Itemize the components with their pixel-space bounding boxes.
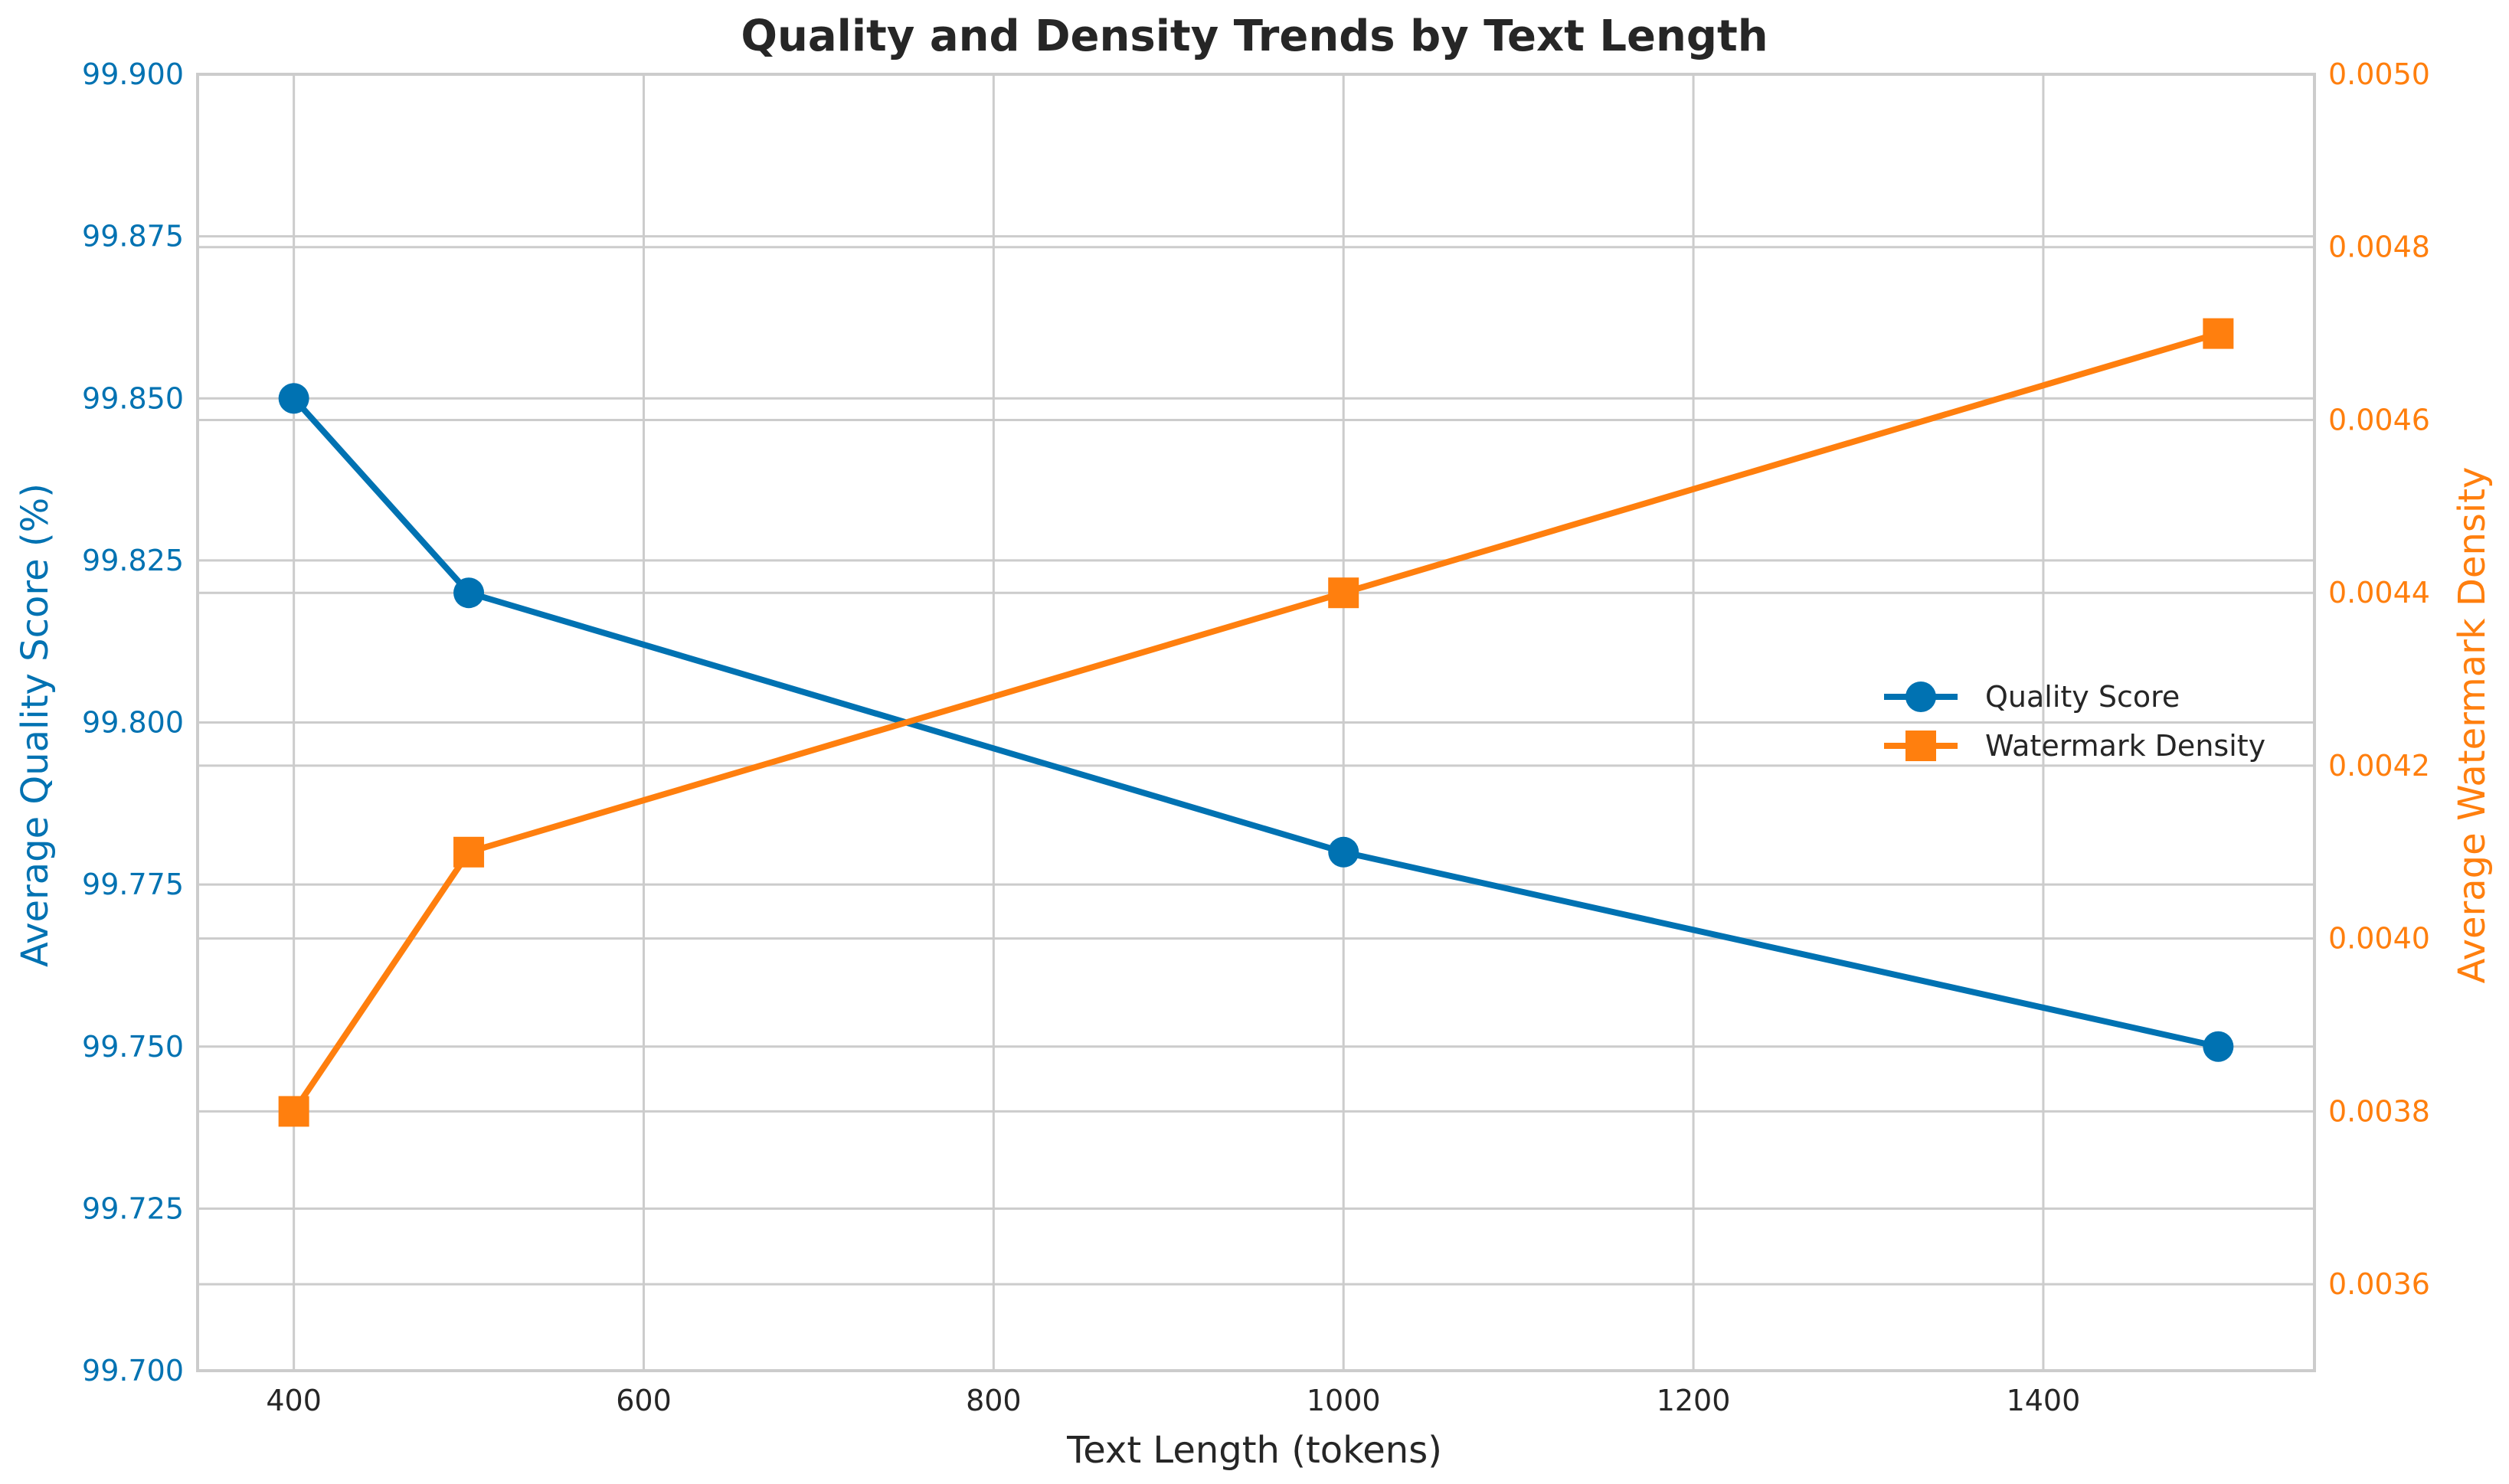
legend-marker-0 (1905, 682, 1936, 712)
x-tick-label: 800 (966, 1384, 1022, 1417)
data-point-1-3 (2203, 318, 2234, 349)
legend: Quality Score Watermark Density (1884, 680, 2265, 763)
plot-frame (196, 73, 2316, 1372)
right-tick-label: 0.0044 (2328, 576, 2430, 610)
right-tick-label: 0.0040 (2328, 922, 2430, 956)
x-tick-label: 1400 (2007, 1384, 2081, 1417)
right-y-axis-label: Average Watermark Density (2451, 467, 2494, 984)
right-tick-label: 0.0038 (2328, 1094, 2430, 1128)
right-tick-label: 0.0046 (2328, 403, 2430, 436)
data-point-0-0 (278, 383, 309, 414)
left-axis-ticks: 99.700 99.725 99.750 99.775 99.800 99.825 99.8… (82, 57, 184, 1388)
right-tick-label: 0.0042 (2328, 749, 2430, 783)
right-axis-ticks: 0.0036 0.0038 0.0040 0.0042 0.0044 0.0046 0.00… (2328, 57, 2430, 1301)
series-line-1 (290, 330, 2222, 1115)
left-tick-label: 99.800 (82, 706, 184, 740)
x-tick-label: 1200 (1657, 1384, 1731, 1417)
left-tick-label: 99.750 (82, 1030, 184, 1064)
data-point-1-1 (453, 836, 485, 868)
left-y-axis-label: Average Quality Score (%) (14, 483, 57, 967)
legend-marker-1 (1905, 731, 1936, 761)
legend-label-0: Quality Score (1985, 680, 2180, 714)
chart-title: Quality and Density Trends by Text Lengt… (741, 11, 1768, 61)
left-tick-label: 99.900 (82, 57, 184, 91)
grid-lines-y (198, 73, 2314, 1372)
left-tick-label: 99.725 (82, 1191, 184, 1225)
data-point-0-2 (1328, 836, 1359, 868)
right-tick-label: 0.0036 (2328, 1267, 2430, 1301)
right-tick-label: 0.0050 (2328, 57, 2430, 91)
x-tick-label: 600 (616, 1384, 672, 1417)
data-point-1-0 (278, 1096, 309, 1127)
bottom-axis-ticks: 400 600 800 1000 1200 1400 (266, 1384, 2080, 1417)
data-point-0-1 (453, 577, 485, 609)
series-layer (278, 318, 2234, 1127)
data-point-0-3 (2203, 1031, 2234, 1062)
x-axis-label: Text Length (tokens) (1066, 1429, 1442, 1472)
x-tick-label: 400 (266, 1384, 322, 1417)
left-tick-label: 99.775 (82, 868, 184, 901)
x-tick-label: 1000 (1307, 1384, 1381, 1417)
grid-lines-x (293, 74, 2045, 1371)
left-tick-label: 99.825 (82, 544, 184, 577)
left-tick-label: 99.875 (82, 220, 184, 253)
left-tick-label: 99.700 (82, 1354, 184, 1388)
legend-label-1: Watermark Density (1985, 729, 2265, 763)
left-tick-label: 99.850 (82, 381, 184, 415)
right-tick-label: 0.0048 (2328, 230, 2430, 264)
data-point-1-2 (1328, 577, 1359, 609)
